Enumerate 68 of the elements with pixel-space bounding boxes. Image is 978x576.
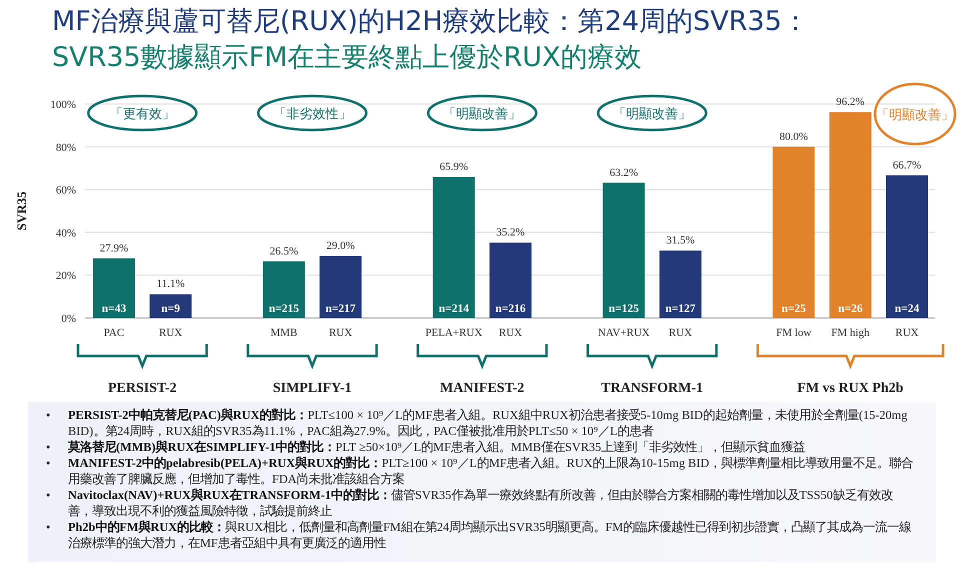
data-label: 96.2%: [836, 96, 865, 108]
x-tick-label: PAC: [104, 327, 124, 339]
y-tick-label: 80%: [56, 142, 76, 154]
data-label: 27.9%: [100, 242, 128, 254]
chart-subtitle: SVR35數據顯示FM在主要終點上優於RUX的療效: [52, 41, 643, 75]
text: TRANSFORM-1: [601, 381, 704, 396]
annotation: n=125: [608, 303, 640, 315]
data-label: 35.2%: [496, 226, 525, 239]
annotation: n=26: [838, 303, 863, 315]
bar: [150, 294, 192, 318]
x-tick-label: FM high: [831, 327, 870, 339]
annotation: n=214: [438, 303, 470, 315]
annotation: 「更有效」: [110, 107, 175, 122]
y-axis-title: SVR35: [14, 191, 29, 231]
annotation: n=25: [781, 303, 806, 315]
bar: [262, 261, 305, 318]
data-label: 66.7%: [892, 159, 922, 172]
chart-title: MF治療與蘆可替尼(RUX)的H2H療效比較：第24周的SVR35：: [52, 5, 809, 39]
annotation: n=43: [102, 303, 126, 315]
text: • 莫洛替尼(MMB)與RUX在SIMPLIFY-1中的對比：PLT ≥50×10⁹／L的MF患者入組。MMB僅在SVR35上達到「非劣效性」，但顯示貧血獲益: [46, 440, 806, 454]
data-label: 29.0%: [326, 240, 355, 252]
bar: [829, 112, 872, 318]
annotation: n=216: [495, 303, 526, 315]
annotation: n=24: [894, 303, 920, 315]
bar: [490, 242, 532, 318]
data-label: 65.9%: [440, 160, 468, 173]
y-tick-label: 0%: [61, 313, 76, 325]
text: SIMPLIFY-1: [272, 381, 352, 396]
x-tick-label: RUX: [668, 327, 692, 339]
bar: [886, 175, 928, 318]
x-tick-label: RUX: [328, 327, 352, 339]
annotation: 「明顯改善」: [876, 107, 954, 123]
bar: [659, 250, 702, 318]
text: • Navitoclax(NAV)+RUX與RUX在TRANSFORM-1中的對比：儘管SVR35作為單一療效終點有所改善，但由於聯合方案相關的毒性增加以及TSS50缺乏有效改善，導致出現不利的獲益風險特徵，試驗提前終止: [46, 488, 893, 518]
annotation: n=127: [665, 303, 696, 315]
x-tick-label: MMB: [270, 327, 298, 339]
text: • PERSIST-2中帕克替尼(PAC)與RUX的對比：PLT≤100 × 10⁹／L的MF患者入組。RUX組中RUX初治患者接受5-10mg BID的起始劑量，未使用於全劑量(15-20mg BID)。第24周時，RUX組的SVR35為11.1%，PAC組為27.9%。因此，PAC僅被批准用於PLT≤50 × 10⁹／L的患者: [46, 408, 908, 438]
y-tick-label: 60%: [56, 184, 76, 197]
annotation: 「明顯改善」: [613, 106, 692, 122]
annotation: 「非劣效性」: [273, 107, 352, 122]
y-tick-label: 40%: [56, 227, 76, 240]
annotation: 「明顯改善」: [443, 106, 522, 122]
x-tick-label: RUX: [895, 327, 919, 339]
text: MANIFEST-2: [440, 381, 524, 396]
x-tick-label: RUX: [159, 327, 182, 339]
y-tick-label: 100%: [50, 99, 76, 111]
x-tick-label: FM low: [776, 327, 812, 339]
bar: [772, 146, 815, 318]
x-tick-label: RUX: [498, 327, 522, 339]
text: • MANIFEST-2中的pelabresib(PELA)+RUX與RUX的對比：PLT≥100 × 10⁹／L的MF患者入組。RUX的上限為10-15mg BID，與標準劑量相比導致用量不足。聯合用藥改善了脾臟反應，但增加了毒性。FDA尚未批准該組合方案: [46, 456, 914, 486]
annotation: n=215: [268, 303, 300, 315]
data-label: 26.5%: [270, 245, 298, 258]
bar: [432, 176, 475, 318]
text: FM vs RUX Ph2b: [797, 381, 904, 396]
text: PERSIST-2: [108, 381, 177, 396]
text: • Ph2b中的FM與RUX的比較：與RUX相比，低劑量和高劑量FM組在第24周均顯示出SVR35明顯更高。FM的臨床優越性已得到初步證實，凸顯了其成為一流一線治療標準的強大潛力，在MF患者亞組中具有更廣泛的適用性: [46, 520, 912, 550]
annotation: n=217: [325, 303, 356, 315]
data-label: 11.1%: [156, 278, 185, 290]
x-tick-label: PELA+RUX: [425, 327, 482, 339]
y-tick-label: 20%: [56, 270, 76, 282]
data-label: 80.0%: [780, 130, 808, 143]
data-label: 63.2%: [610, 166, 638, 179]
bar: [93, 258, 135, 318]
bar: [602, 182, 645, 318]
x-tick-label: NAV+RUX: [598, 327, 650, 339]
annotation: n=9: [161, 303, 180, 315]
bar: [320, 256, 362, 318]
data-label: 31.5%: [666, 234, 695, 247]
